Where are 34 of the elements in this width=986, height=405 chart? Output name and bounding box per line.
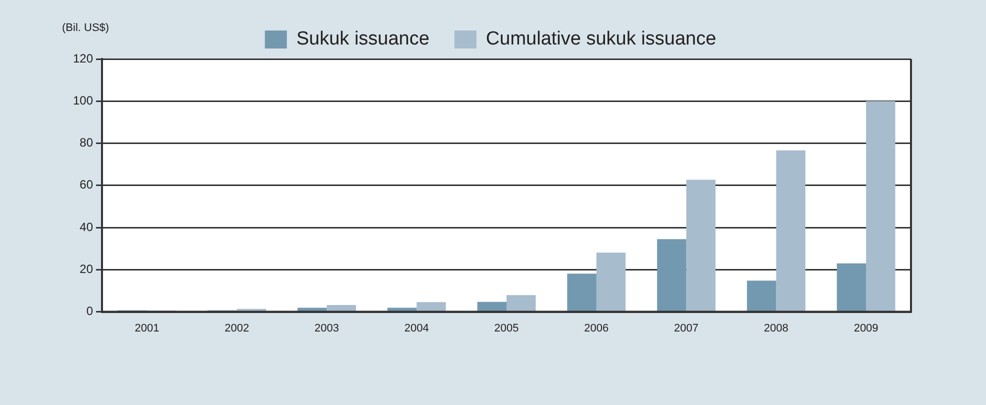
y-tick-label: 0 (86, 304, 94, 318)
x-tick-label: 2006 (584, 322, 609, 334)
bar (326, 305, 356, 312)
y-tick-label: 80 (80, 136, 94, 150)
bar (686, 180, 716, 312)
x-tick-label: 2007 (674, 322, 699, 334)
y-tick-label: 100 (72, 93, 94, 108)
bar (596, 252, 626, 312)
bar (506, 295, 536, 312)
bar (776, 150, 806, 312)
y-tick-label: 120 (72, 51, 94, 66)
bar (657, 239, 686, 312)
x-tick-label: 2002 (224, 322, 250, 334)
bar (416, 302, 446, 312)
y-tick-label: 60 (80, 178, 94, 192)
bar (746, 280, 776, 312)
bar (866, 101, 896, 312)
x-tick-label: 2001 (134, 322, 160, 334)
bar (836, 263, 866, 312)
bar (387, 308, 417, 312)
x-tick-label: 2008 (764, 322, 788, 334)
bar (567, 274, 596, 312)
bar (236, 308, 266, 312)
x-tick-label: 2009 (854, 322, 878, 334)
x-tick-label: 2005 (494, 322, 519, 334)
bar (298, 308, 327, 312)
y-tick-label: 20 (80, 262, 94, 276)
legend-label: Cumulative sukuk issuance (486, 28, 716, 50)
x-tick-label: 2003 (314, 322, 339, 334)
legend-label: Sukuk issuance (296, 28, 430, 50)
y-axis-title: (Bil. US$) (62, 22, 110, 34)
x-tick-label: 2004 (404, 322, 429, 334)
y-tick-label: 40 (80, 220, 94, 234)
bar (477, 302, 507, 312)
